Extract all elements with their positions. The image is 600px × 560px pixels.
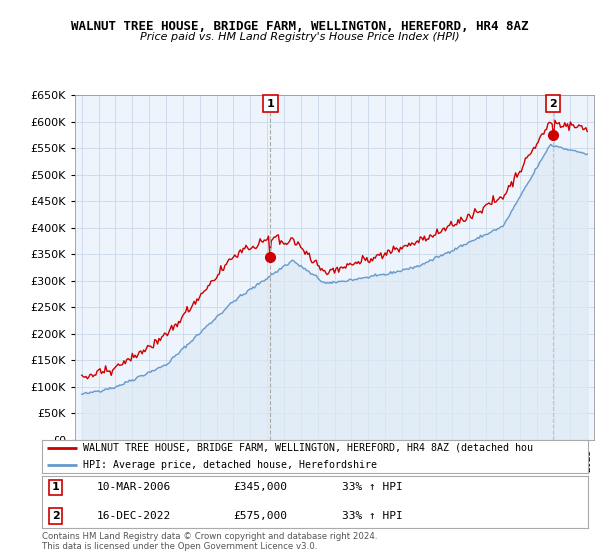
Text: 16-DEC-2022: 16-DEC-2022	[97, 511, 171, 521]
Text: Contains HM Land Registry data © Crown copyright and database right 2024.
This d: Contains HM Land Registry data © Crown c…	[42, 532, 377, 552]
Text: 33% ↑ HPI: 33% ↑ HPI	[342, 511, 403, 521]
Text: 33% ↑ HPI: 33% ↑ HPI	[342, 482, 403, 492]
Text: 10-MAR-2006: 10-MAR-2006	[97, 482, 171, 492]
Text: Price paid vs. HM Land Registry's House Price Index (HPI): Price paid vs. HM Land Registry's House …	[140, 32, 460, 43]
Text: WALNUT TREE HOUSE, BRIDGE FARM, WELLINGTON, HEREFORD, HR4 8AZ (detached hou: WALNUT TREE HOUSE, BRIDGE FARM, WELLINGT…	[83, 442, 533, 452]
Text: HPI: Average price, detached house, Herefordshire: HPI: Average price, detached house, Here…	[83, 460, 377, 470]
Text: WALNUT TREE HOUSE, BRIDGE FARM, WELLINGTON, HEREFORD, HR4 8AZ: WALNUT TREE HOUSE, BRIDGE FARM, WELLINGT…	[71, 20, 529, 32]
Text: 2: 2	[52, 511, 59, 521]
Text: £575,000: £575,000	[233, 511, 287, 521]
Text: 2: 2	[549, 99, 557, 109]
Text: £345,000: £345,000	[233, 482, 287, 492]
Text: 1: 1	[52, 482, 59, 492]
Text: 1: 1	[266, 99, 274, 109]
